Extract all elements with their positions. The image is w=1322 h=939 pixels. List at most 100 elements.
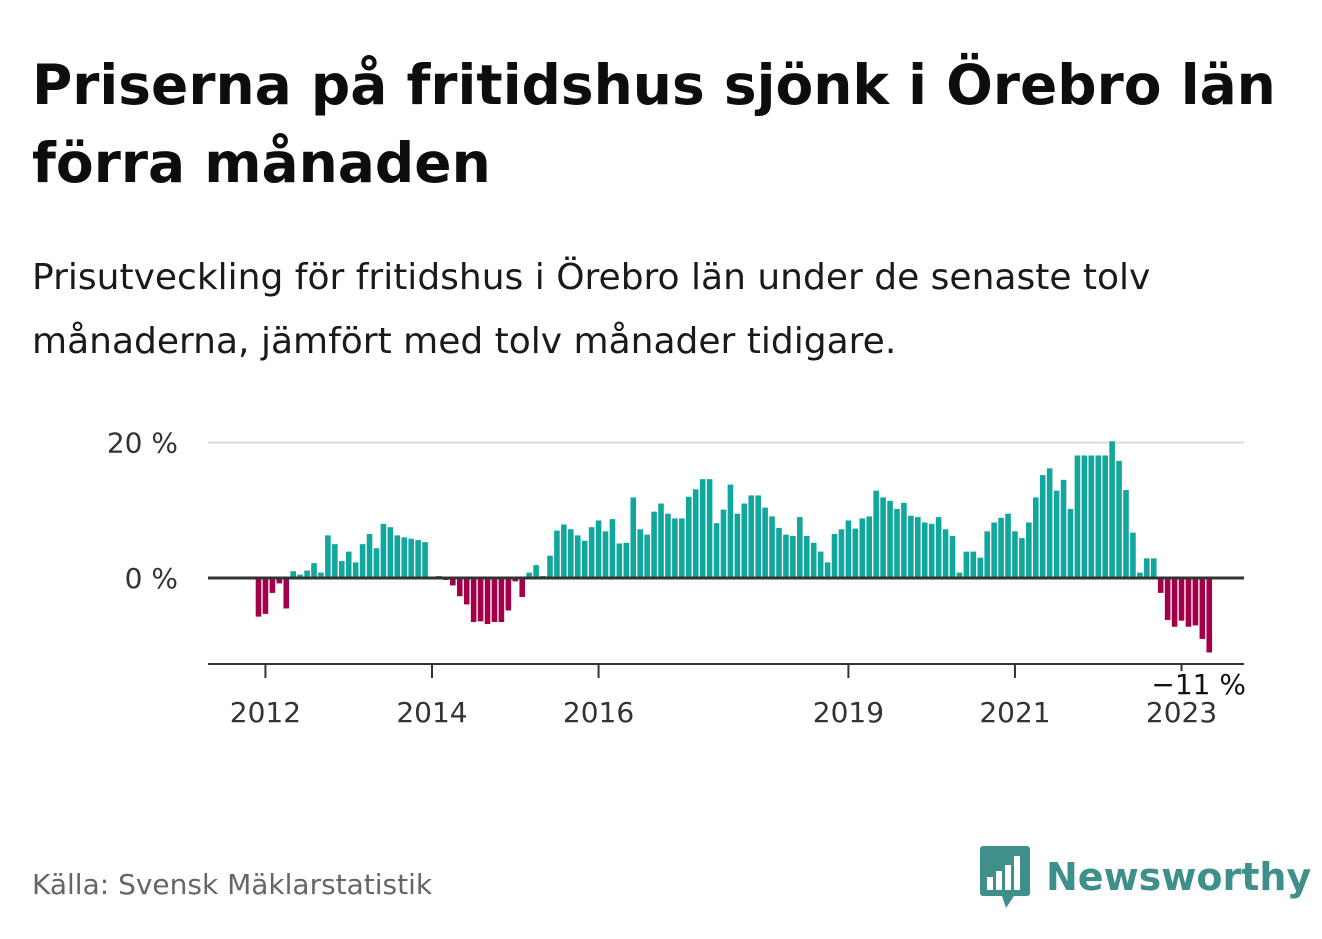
bar	[679, 518, 685, 578]
x-tick-label: 2021	[979, 696, 1050, 729]
chart-title: Priserna på fritidshus sjönk i Örebro lä…	[32, 53, 1276, 195]
bar	[1192, 578, 1199, 626]
bar	[734, 513, 741, 578]
source-note: Källa: Svensk Mäklarstatistik	[32, 868, 433, 901]
brand-name: Newsworthy	[1046, 855, 1312, 899]
bar	[956, 572, 963, 578]
bar	[380, 523, 387, 578]
bar	[984, 531, 990, 578]
bar	[1026, 522, 1032, 578]
bar	[533, 565, 539, 578]
bar	[415, 540, 421, 578]
bar	[1088, 455, 1095, 578]
bar	[505, 578, 512, 611]
y-tick-label: 20 %	[107, 427, 178, 460]
bar	[318, 572, 324, 578]
bar	[616, 543, 623, 578]
bar	[276, 578, 283, 584]
bar	[637, 529, 643, 578]
bar	[1185, 578, 1192, 627]
bar	[949, 536, 956, 578]
bar	[817, 551, 824, 578]
bar	[630, 497, 637, 578]
bar	[338, 561, 345, 578]
bar	[359, 544, 366, 578]
x-tick-label: 2016	[563, 696, 634, 729]
bar	[1102, 455, 1108, 578]
bar	[1032, 497, 1039, 578]
bar	[623, 542, 630, 578]
bar	[595, 520, 602, 578]
bar-chart: 0 % 20 % 2012 2014 2016 2019 2021 2023−11 %	[107, 427, 1249, 729]
bar	[366, 534, 373, 578]
bar	[915, 517, 921, 578]
bar	[422, 542, 428, 578]
bar	[824, 562, 831, 578]
bar	[519, 578, 526, 597]
bar	[658, 503, 664, 578]
bar	[1074, 455, 1081, 578]
bar	[332, 544, 338, 578]
bar	[1130, 532, 1136, 578]
bar	[706, 479, 713, 578]
bar	[1199, 578, 1206, 639]
bar	[859, 518, 866, 578]
bar	[928, 523, 935, 578]
bar	[1171, 578, 1178, 627]
x-tick-label: 2014	[396, 696, 467, 729]
bar	[1005, 513, 1011, 578]
bar	[651, 511, 657, 578]
bar	[512, 578, 519, 582]
bar	[692, 489, 699, 578]
bar	[491, 578, 498, 622]
brand-logo[interactable]: Newsworthy	[980, 846, 1311, 908]
bar	[1012, 531, 1018, 578]
bar	[776, 527, 782, 578]
bar	[561, 524, 567, 578]
bar	[345, 551, 352, 578]
x-tick-label: 2012	[230, 696, 301, 729]
bar	[998, 517, 1004, 578]
bar	[720, 509, 727, 578]
bar	[769, 516, 775, 578]
bar	[1164, 578, 1171, 620]
bar	[283, 578, 290, 609]
bar	[1144, 558, 1150, 578]
bar	[866, 516, 873, 578]
bar	[1046, 468, 1053, 578]
bar	[463, 578, 470, 605]
bar	[845, 520, 852, 578]
bar	[1067, 508, 1074, 578]
bar	[1109, 441, 1115, 578]
bars-layer	[255, 441, 1213, 653]
bar-chart-speech-bubble-icon	[980, 846, 1030, 908]
bar	[568, 529, 574, 578]
x-tick-label: 2019	[813, 696, 884, 729]
bar	[880, 497, 886, 578]
bar	[1053, 490, 1060, 578]
bar	[269, 578, 276, 593]
bar	[1123, 489, 1129, 578]
bar	[1081, 455, 1088, 578]
bar	[352, 562, 359, 578]
bar	[526, 572, 532, 578]
bar	[908, 515, 914, 578]
axis-layer: 0 % 20 % 2012 2014 2016 2019 2021 2023−11 %	[107, 427, 1249, 729]
bar	[1095, 455, 1102, 578]
bar	[401, 537, 408, 578]
bar	[581, 540, 588, 578]
bar	[741, 503, 748, 578]
bar	[810, 542, 817, 578]
bar	[831, 534, 838, 578]
bar	[762, 507, 768, 578]
bar	[887, 500, 893, 578]
bar	[894, 508, 900, 578]
bar	[977, 557, 984, 578]
bar	[1116, 460, 1122, 578]
bar	[665, 513, 671, 578]
bar	[373, 548, 380, 578]
bar	[970, 551, 977, 578]
bar	[297, 574, 303, 578]
bar	[1206, 578, 1213, 653]
bar	[991, 522, 997, 578]
